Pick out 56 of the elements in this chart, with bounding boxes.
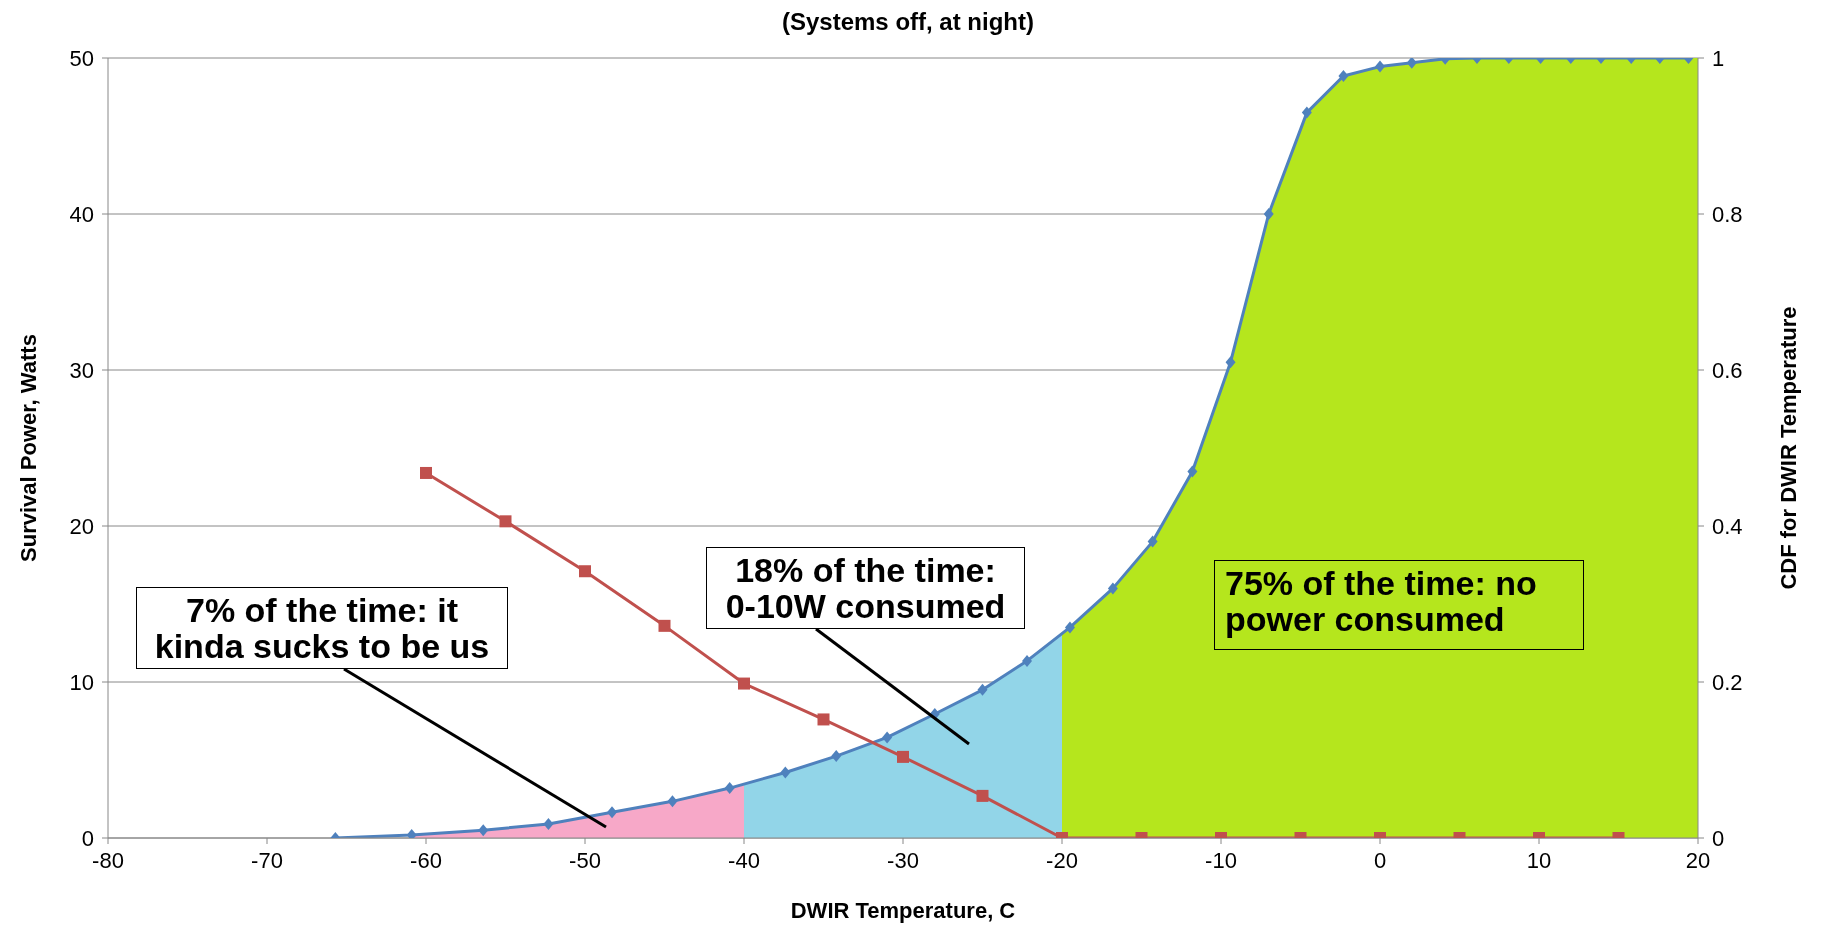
annotation: 7% of the time: it kinda sucks to be us bbox=[136, 587, 508, 669]
annotation: 18% of the time: 0-10W consumed bbox=[706, 547, 1025, 629]
point bbox=[1225, 356, 1236, 369]
point bbox=[1022, 654, 1033, 667]
y2-tick-label: 0.4 bbox=[1712, 513, 1743, 539]
point bbox=[667, 795, 678, 808]
x-tick-label: -10 bbox=[1205, 847, 1237, 873]
point bbox=[499, 515, 512, 528]
y-tick-label: 0 bbox=[81, 825, 94, 851]
point bbox=[724, 782, 735, 795]
chart-title: (Systems off, at night) bbox=[781, 8, 1035, 37]
annotation: 75% of the time: no power consumed bbox=[1214, 560, 1584, 650]
y2-tick-label: 0.6 bbox=[1712, 357, 1743, 383]
x-tick-label: 0 bbox=[1373, 847, 1387, 873]
point bbox=[1064, 621, 1075, 634]
point bbox=[738, 677, 750, 690]
point bbox=[1107, 582, 1118, 595]
x-tick-label: -80 bbox=[92, 847, 124, 873]
y2-tick-label: 0 bbox=[1712, 825, 1725, 851]
y-tick-label: 30 bbox=[69, 357, 94, 383]
point bbox=[478, 824, 489, 837]
y-axis-title: Survival Power, Watts bbox=[15, 334, 41, 562]
point bbox=[658, 619, 671, 632]
x-tick-label: -60 bbox=[410, 847, 442, 873]
point bbox=[897, 750, 909, 763]
point bbox=[817, 713, 830, 726]
x-tick-label: -40 bbox=[728, 847, 760, 873]
y2-tick-label: 0.8 bbox=[1712, 201, 1743, 227]
y-tick-label: 10 bbox=[69, 669, 94, 695]
x-tick-label: -70 bbox=[251, 847, 283, 873]
point bbox=[1263, 208, 1274, 220]
point bbox=[607, 806, 618, 819]
point bbox=[780, 766, 791, 779]
y-tick-label: 50 bbox=[69, 45, 94, 71]
y2-tick-label: 1 bbox=[1712, 45, 1725, 71]
point bbox=[831, 750, 842, 763]
point bbox=[976, 789, 989, 802]
point bbox=[420, 466, 432, 479]
y2-tick-label: 0.2 bbox=[1712, 669, 1743, 695]
y-tick-label: 40 bbox=[69, 201, 94, 227]
point bbox=[977, 683, 988, 696]
point bbox=[1187, 465, 1198, 478]
point bbox=[543, 817, 554, 830]
x-tick-label: 20 bbox=[1685, 847, 1711, 873]
point bbox=[882, 731, 893, 744]
x-axis-title: DWIR Temperature, C bbox=[790, 898, 1016, 923]
point bbox=[579, 565, 591, 578]
x-tick-label: 10 bbox=[1526, 847, 1552, 873]
x-tick-label: -20 bbox=[1046, 847, 1078, 873]
point bbox=[1406, 58, 1417, 69]
point bbox=[406, 828, 417, 838]
x-tick-label: -50 bbox=[569, 847, 601, 873]
x-tick-label: -30 bbox=[887, 847, 919, 873]
y2-axis-title: CDF for DWIR Temperature bbox=[1775, 306, 1801, 590]
y-tick-label: 20 bbox=[69, 513, 94, 539]
point bbox=[1147, 535, 1158, 548]
